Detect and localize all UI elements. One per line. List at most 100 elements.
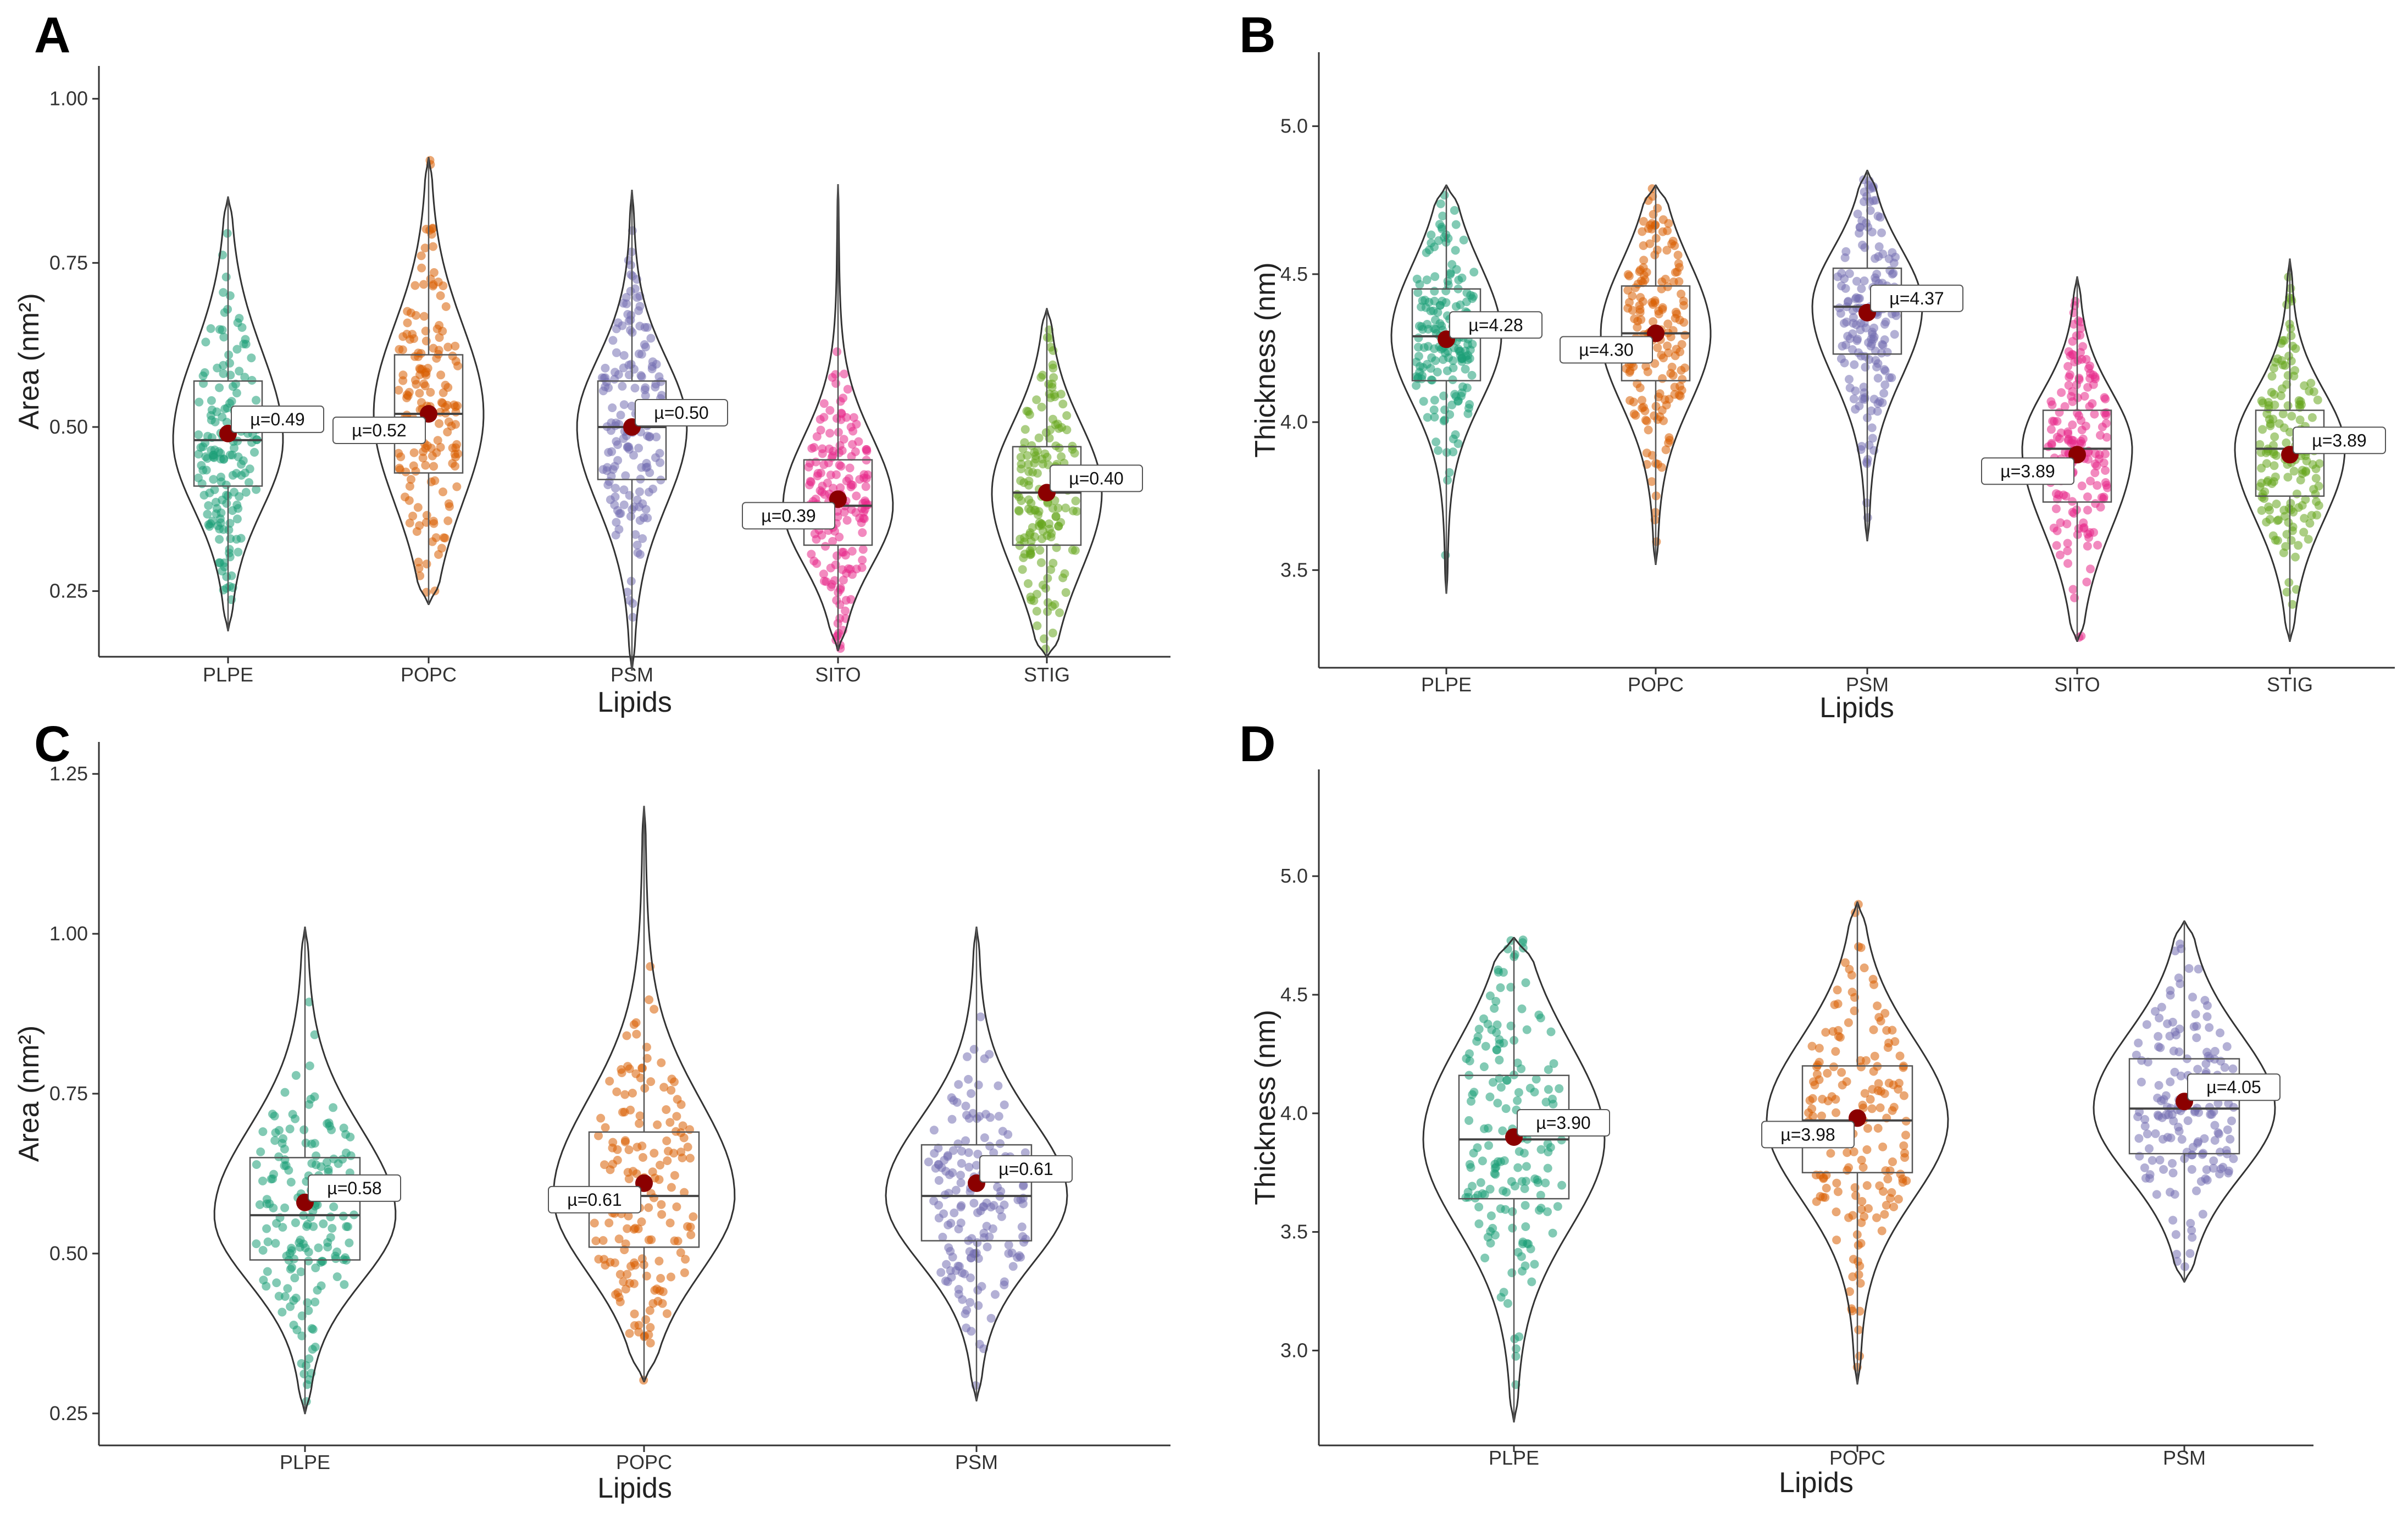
data-point bbox=[1459, 235, 1468, 245]
data-point bbox=[2055, 434, 2064, 444]
data-point bbox=[672, 1112, 681, 1121]
data-point bbox=[1430, 242, 1439, 252]
data-point bbox=[239, 339, 248, 348]
data-point bbox=[650, 1173, 659, 1183]
data-point bbox=[1062, 411, 1072, 420]
data-point bbox=[323, 1119, 332, 1128]
data-point bbox=[608, 465, 618, 474]
x-tick-label: PSM bbox=[1846, 673, 1889, 696]
data-point bbox=[1070, 448, 1079, 458]
data-point bbox=[629, 451, 638, 460]
data-point bbox=[2270, 390, 2279, 399]
data-point bbox=[1415, 368, 1424, 377]
data-point bbox=[625, 1064, 634, 1073]
data-point bbox=[428, 224, 437, 233]
data-point bbox=[1033, 621, 1042, 630]
data-point bbox=[629, 1167, 637, 1176]
data-point bbox=[986, 1314, 996, 1323]
data-point bbox=[1018, 565, 1027, 574]
data-point bbox=[2061, 491, 2071, 501]
data-point bbox=[1861, 1056, 1871, 1065]
data-point bbox=[608, 1143, 617, 1152]
data-point bbox=[329, 1202, 339, 1211]
data-point bbox=[1661, 274, 1670, 284]
data-point bbox=[839, 575, 848, 585]
data-point bbox=[2227, 1116, 2236, 1126]
data-point bbox=[1490, 1169, 1499, 1178]
data-point bbox=[1517, 1252, 1526, 1261]
data-point bbox=[2172, 1250, 2181, 1259]
points-plpe bbox=[1461, 935, 1567, 1389]
data-point bbox=[852, 491, 861, 501]
data-point bbox=[2282, 438, 2291, 447]
data-point bbox=[2283, 473, 2293, 482]
data-point bbox=[2090, 459, 2100, 469]
data-point bbox=[1451, 246, 1460, 255]
data-point bbox=[429, 242, 437, 251]
data-point bbox=[2155, 1013, 2164, 1023]
x-tick-label: PLPE bbox=[1489, 1447, 1539, 1469]
data-point bbox=[2134, 1038, 2143, 1048]
y-tick-label: 0.50 bbox=[49, 415, 88, 438]
data-point bbox=[258, 1246, 268, 1255]
data-point bbox=[623, 588, 632, 597]
data-point bbox=[620, 1136, 630, 1145]
data-point bbox=[1445, 410, 1455, 419]
data-point bbox=[1448, 375, 1457, 384]
data-point bbox=[639, 1153, 647, 1162]
data-point bbox=[2192, 1186, 2201, 1195]
data-point bbox=[1434, 446, 1442, 455]
data-point bbox=[2262, 448, 2271, 457]
data-point bbox=[2151, 1007, 2160, 1016]
data-point bbox=[1427, 375, 1436, 385]
data-point bbox=[2102, 480, 2111, 490]
data-point bbox=[836, 585, 845, 594]
data-point bbox=[312, 1151, 321, 1161]
violin-outline bbox=[2093, 920, 2276, 1283]
data-point bbox=[1432, 437, 1441, 447]
data-point bbox=[227, 571, 236, 580]
data-point bbox=[1474, 1219, 1484, 1228]
mean-label: µ=3.98 bbox=[1780, 1124, 1835, 1144]
data-point bbox=[438, 398, 447, 408]
data-point bbox=[1048, 628, 1057, 638]
data-point bbox=[310, 1139, 319, 1148]
data-point bbox=[1869, 323, 1879, 332]
data-point bbox=[2168, 1017, 2177, 1027]
data-point bbox=[1667, 362, 1677, 372]
data-point bbox=[436, 370, 446, 380]
data-point bbox=[1492, 1020, 1502, 1029]
data-point bbox=[1020, 425, 1030, 434]
data-point bbox=[1849, 1255, 1858, 1264]
data-point bbox=[1521, 1201, 1530, 1210]
data-point bbox=[411, 311, 420, 320]
data-point bbox=[1517, 1177, 1527, 1186]
data-point bbox=[2101, 419, 2111, 428]
data-point bbox=[626, 512, 635, 521]
data-point bbox=[218, 495, 227, 505]
data-point bbox=[234, 452, 243, 462]
data-point bbox=[1414, 322, 1424, 331]
data-point bbox=[591, 1236, 601, 1245]
data-point bbox=[2209, 1156, 2218, 1166]
data-point bbox=[452, 482, 462, 491]
data-point bbox=[1623, 270, 1633, 279]
data-point bbox=[2188, 1143, 2198, 1152]
data-point bbox=[304, 1375, 314, 1384]
data-point bbox=[1422, 275, 1432, 285]
data-point bbox=[2063, 559, 2072, 568]
data-point bbox=[812, 432, 822, 441]
data-point bbox=[410, 281, 420, 290]
box bbox=[1012, 446, 1082, 546]
data-point bbox=[1431, 356, 1440, 365]
data-point bbox=[2168, 1168, 2178, 1178]
data-point bbox=[286, 1178, 296, 1187]
data-point bbox=[1875, 397, 1884, 406]
data-point bbox=[1467, 1096, 1475, 1106]
data-point bbox=[2276, 391, 2285, 401]
data-point bbox=[2088, 399, 2097, 408]
data-point bbox=[613, 1156, 622, 1165]
data-point bbox=[1033, 446, 1042, 456]
data-point bbox=[1530, 1260, 1539, 1269]
data-point bbox=[1000, 1200, 1009, 1210]
